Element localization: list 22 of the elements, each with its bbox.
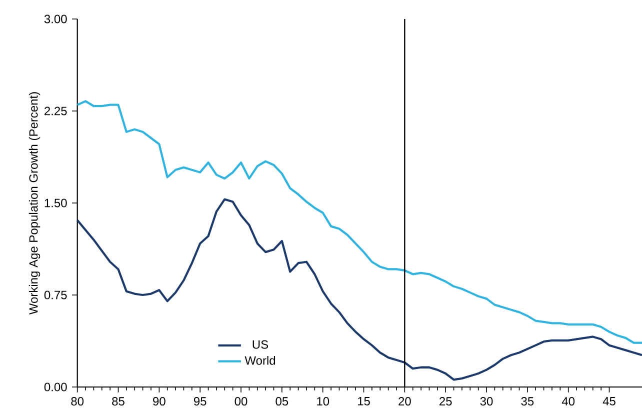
y-tick-label: 0.75	[44, 290, 67, 300]
x-tick-label: 25	[440, 397, 452, 406]
x-tick-label: 10	[317, 397, 330, 406]
x-tick-label: 90	[153, 397, 166, 406]
x-tick-label: 15	[358, 397, 370, 406]
x-tick-label: 05	[276, 397, 288, 406]
x-tick-label: 20	[398, 397, 411, 406]
x-tick-label: 30	[480, 397, 493, 406]
legend-label: World	[244, 356, 276, 365]
y-tick-label: 3.00	[44, 14, 67, 24]
y-tick-label: 0.00	[44, 382, 67, 392]
x-tick-label: 80	[71, 397, 84, 406]
x-tick-label: 35	[521, 397, 534, 406]
x-tick-label: 85	[112, 397, 124, 406]
x-tick-label: 95	[194, 397, 206, 406]
y-axis-title: Working Age Population Growth (Percent)	[28, 92, 40, 315]
y-tick-label: 1.50	[44, 198, 67, 208]
x-tick-label: 00	[234, 397, 248, 406]
x-tick-label: 40	[562, 397, 575, 406]
legend-label: US	[252, 340, 268, 349]
x-tick-label: 45	[602, 397, 616, 406]
y-tick-label: 2.25	[44, 106, 67, 116]
